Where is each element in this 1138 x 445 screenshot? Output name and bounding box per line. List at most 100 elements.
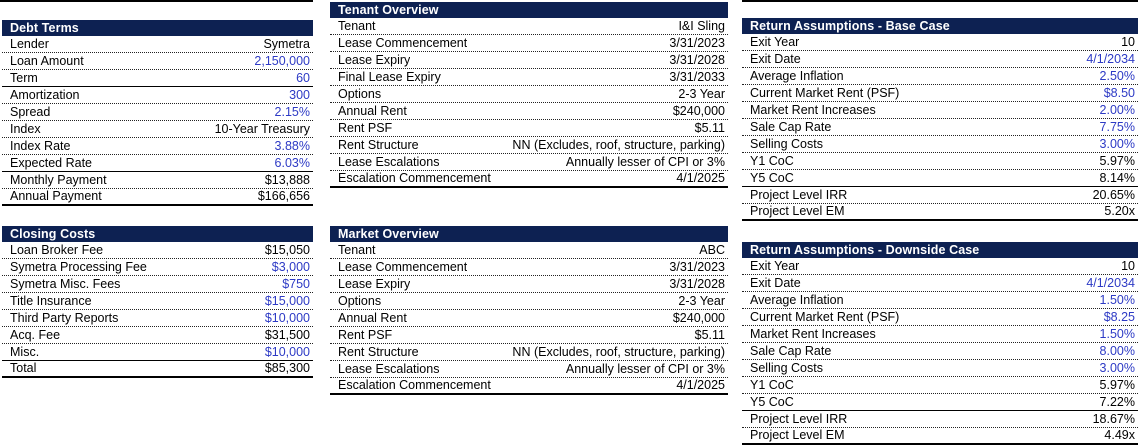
computed-cell-value: $15,050 bbox=[264, 242, 310, 257]
row-label: Lease Commencement bbox=[338, 35, 468, 50]
table-row: Project Level IRR 18.67% bbox=[742, 411, 1138, 428]
table-row: Average Inflation 2.50% bbox=[742, 68, 1138, 85]
computed-cell-value: 3/31/2028 bbox=[669, 52, 725, 67]
row-label: Exit Year bbox=[750, 258, 800, 273]
computed-cell-value: $240,000 bbox=[672, 103, 725, 118]
row-label: Title Insurance bbox=[10, 293, 92, 308]
table-row: Monthly Payment $13,888 bbox=[2, 172, 313, 189]
table-row: Lease Expiry 3/31/2028 bbox=[330, 52, 728, 69]
table-row: Tenant I&I Sling bbox=[330, 18, 728, 35]
table-row: Y5 CoC 8.14% bbox=[742, 170, 1138, 187]
input-cell-value[interactable]: 8.00% bbox=[1099, 343, 1135, 358]
table-row: Annual Rent $240,000 bbox=[330, 103, 728, 120]
table-row: Spread 2.15% bbox=[2, 104, 313, 121]
input-cell-value[interactable]: 300 bbox=[289, 87, 310, 102]
table-row: Sale Cap Rate 8.00% bbox=[742, 343, 1138, 360]
input-cell-value[interactable]: $15,000 bbox=[264, 293, 310, 308]
input-cell-value[interactable]: 2.15% bbox=[274, 104, 310, 119]
computed-cell-value: $31,500 bbox=[264, 327, 310, 342]
input-cell-value[interactable]: $8.50 bbox=[1103, 85, 1135, 100]
row-label: Loan Amount bbox=[10, 53, 84, 68]
table-row: Average Inflation 1.50% bbox=[742, 292, 1138, 309]
row-label: Expected Rate bbox=[10, 155, 92, 170]
computed-cell-value: 18.67% bbox=[1092, 411, 1135, 426]
top-border-line-right bbox=[742, 0, 1138, 2]
row-label: Lease Expiry bbox=[338, 276, 411, 291]
table-row: Market Rent Increases 1.50% bbox=[742, 326, 1138, 343]
computed-cell-value: 7.22% bbox=[1099, 394, 1135, 409]
computed-cell-value: Symetra bbox=[263, 36, 310, 51]
table-row: Rent PSF $5.11 bbox=[330, 120, 728, 137]
table-row: Total $85,300 bbox=[2, 361, 313, 378]
input-cell-value[interactable]: $8.25 bbox=[1103, 309, 1135, 324]
row-label: Misc. bbox=[10, 344, 40, 359]
computed-cell-value: 2-3 Year bbox=[678, 86, 725, 101]
computed-cell-value: I&I Sling bbox=[678, 18, 725, 33]
tenant-overview-table-title: Tenant Overview bbox=[330, 2, 728, 18]
row-label: Monthly Payment bbox=[10, 172, 107, 187]
table-row: Project Level IRR 20.65% bbox=[742, 187, 1138, 204]
table-row: Misc. $10,000 bbox=[2, 344, 313, 361]
input-cell-value[interactable]: 6.03% bbox=[274, 155, 310, 170]
computed-cell-value: $13,888 bbox=[264, 172, 310, 187]
row-label: Total bbox=[10, 361, 37, 375]
table-row: Y1 CoC 5.97% bbox=[742, 377, 1138, 394]
input-cell-value[interactable]: $10,000 bbox=[264, 344, 310, 359]
table-row: Amortization 300 bbox=[2, 87, 313, 104]
input-cell-value[interactable]: 2.00% bbox=[1099, 102, 1135, 117]
row-label: Rent Structure bbox=[338, 344, 419, 359]
table-row: Loan Broker Fee $15,050 bbox=[2, 242, 313, 259]
row-label: Lease Expiry bbox=[338, 52, 411, 67]
row-label: Index Rate bbox=[10, 138, 71, 153]
input-cell-value[interactable]: 4/1/2034 bbox=[1086, 275, 1135, 290]
return-assumptions-base-case-table: Return Assumptions - Base Case Exit Year… bbox=[742, 18, 1138, 221]
input-cell-value[interactable]: 3.00% bbox=[1099, 136, 1135, 151]
row-label: Options bbox=[338, 86, 382, 101]
input-cell-value[interactable]: 60 bbox=[296, 70, 310, 85]
input-cell-value[interactable]: 7.75% bbox=[1099, 119, 1135, 134]
row-label: Exit Year bbox=[750, 34, 800, 49]
closing-costs-rows: Loan Broker Fee $15,050 Symetra Processing… bbox=[2, 242, 313, 378]
market-overview-rows: Tenant ABC Lease Commencement 3/31/2023 Leas… bbox=[330, 242, 728, 395]
input-cell-value[interactable]: 4/1/2034 bbox=[1086, 51, 1135, 66]
table-row: Final Lease Expiry 3/31/2033 bbox=[330, 69, 728, 86]
input-cell-value[interactable]: 2.50% bbox=[1099, 68, 1135, 83]
row-label: Exit Date bbox=[750, 51, 801, 66]
base-case-table-title: Return Assumptions - Base Case bbox=[742, 18, 1138, 34]
input-cell-value[interactable]: 2,150,000 bbox=[254, 53, 310, 68]
row-label: Annual Payment bbox=[10, 189, 102, 203]
computed-cell-value: 4/1/2025 bbox=[676, 378, 725, 392]
computed-cell-value: 10-Year Treasury bbox=[214, 121, 310, 136]
table-row: Lease Commencement 3/31/2023 bbox=[330, 35, 728, 52]
row-label: Y5 CoC bbox=[750, 170, 794, 185]
input-cell-value[interactable]: 1.50% bbox=[1099, 292, 1135, 307]
base-case-rows: Exit Year 10 Exit Date 4/1/2034 Average Infl… bbox=[742, 34, 1138, 221]
row-label: Current Market Rent (PSF) bbox=[750, 309, 900, 324]
input-cell-value[interactable]: 3.00% bbox=[1099, 360, 1135, 375]
computed-cell-value: 3/31/2028 bbox=[669, 276, 725, 291]
table-row: Title Insurance $15,000 bbox=[2, 293, 313, 310]
closing-costs-table: Closing Costs Loan Broker Fee $15,050 Syme… bbox=[2, 226, 313, 378]
table-row: Loan Amount 2,150,000 bbox=[2, 53, 313, 70]
table-row: Y1 CoC 5.97% bbox=[742, 153, 1138, 170]
row-label: Lease Escalations bbox=[338, 361, 440, 376]
input-cell-value[interactable]: 1.50% bbox=[1099, 326, 1135, 341]
row-label: Lease Escalations bbox=[338, 154, 440, 169]
row-label: Lender bbox=[10, 36, 49, 51]
row-label: Escalation Commencement bbox=[338, 171, 491, 185]
table-row: Rent PSF $5.11 bbox=[330, 327, 728, 344]
input-cell-value[interactable]: $750 bbox=[282, 276, 310, 291]
row-label: Escalation Commencement bbox=[338, 378, 491, 392]
input-cell-value[interactable]: 3.88% bbox=[274, 138, 310, 153]
debt-terms-rows: Lender Symetra Loan Amount 2,150,000 Term 60 A… bbox=[2, 36, 313, 206]
row-label: Rent PSF bbox=[338, 327, 393, 342]
input-cell-value[interactable]: $3,000 bbox=[271, 259, 310, 274]
computed-cell-value: NN (Excludes, roof, structure, parking) bbox=[512, 137, 725, 152]
row-label: Third Party Reports bbox=[10, 310, 119, 325]
row-label: Rent Structure bbox=[338, 137, 419, 152]
table-row: Tenant ABC bbox=[330, 242, 728, 259]
debt-terms-table-title: Debt Terms bbox=[2, 20, 313, 36]
input-cell-value[interactable]: $10,000 bbox=[264, 310, 310, 325]
row-label: Project Level EM bbox=[750, 204, 845, 218]
table-row: Lender Symetra bbox=[2, 36, 313, 53]
